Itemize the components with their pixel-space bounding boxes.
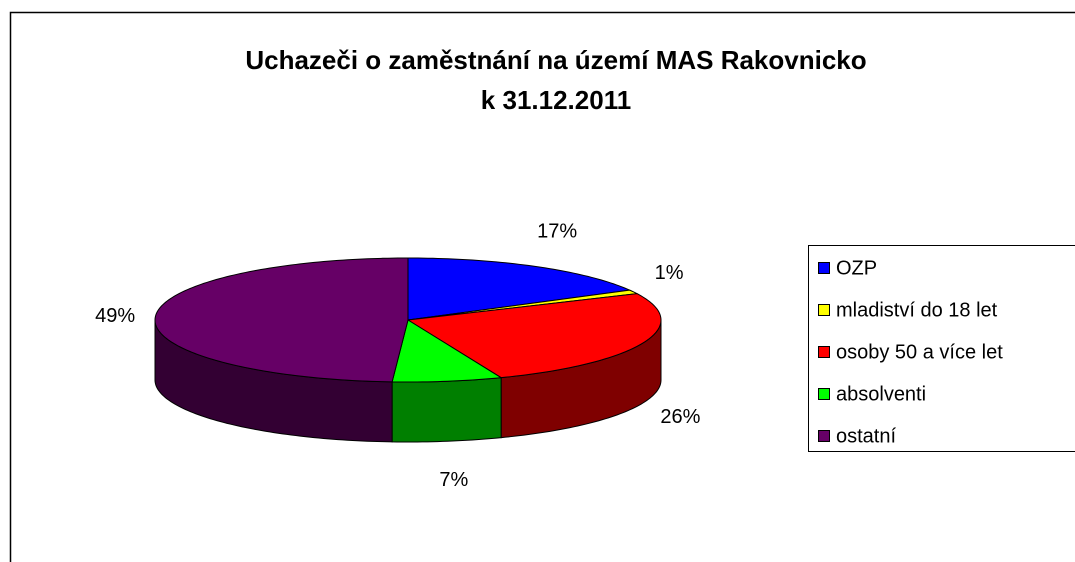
legend-swatch [818, 262, 830, 274]
pie-slice [154, 257, 409, 383]
pie-side [391, 377, 502, 443]
legend-label: osoby 50 a více let [836, 341, 1003, 363]
pie-slice [406, 293, 662, 379]
data-label: 1% [655, 262, 684, 284]
pie-slice [391, 319, 503, 383]
legend-box [808, 245, 1075, 452]
data-label: 17% [537, 220, 577, 242]
chart-title: k 31.12.2011 [481, 85, 631, 115]
legend-swatch [818, 304, 830, 316]
legend-swatch [818, 388, 830, 400]
legend-swatch [818, 430, 830, 442]
legend-swatch [818, 346, 830, 358]
chart-title: Uchazeči o zaměstnání na území MAS Rakov… [245, 45, 866, 75]
pie-slice [407, 257, 632, 321]
data-label: 7% [439, 469, 468, 491]
chart-frame [9, 11, 1075, 562]
legend-label: absolventi [836, 383, 926, 405]
legend-label: mladiství do 18 let [836, 299, 998, 321]
legend-label: OZP [836, 257, 877, 279]
legend-label: ostatní [836, 425, 896, 447]
data-label: 26% [660, 406, 700, 428]
data-label: 49% [95, 305, 135, 327]
